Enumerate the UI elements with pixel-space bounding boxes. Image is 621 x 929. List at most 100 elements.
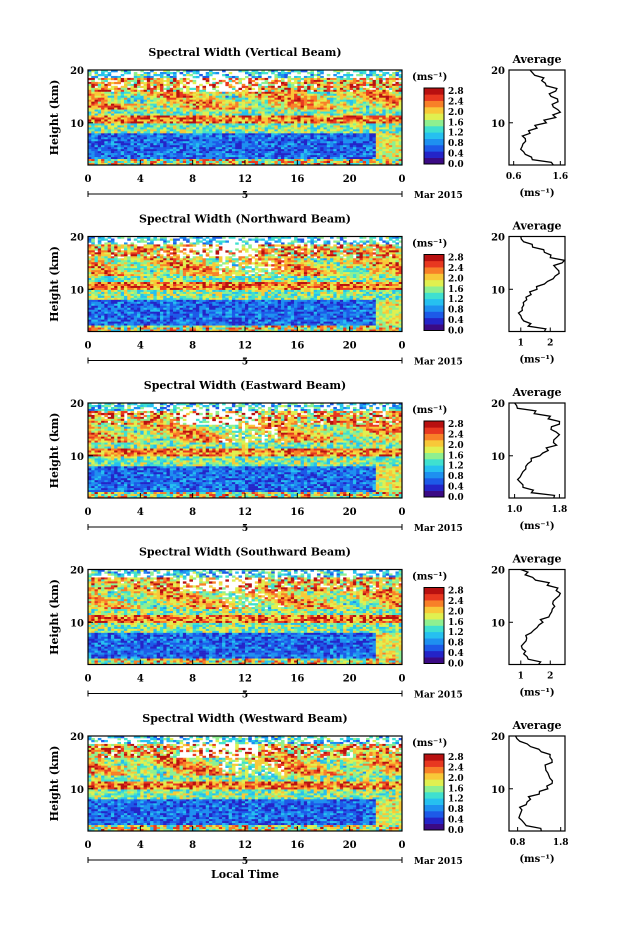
heatmap-cell xyxy=(398,157,403,160)
heatmap-cell xyxy=(267,141,272,144)
heatmap-cell xyxy=(248,87,252,91)
heatmap-cell xyxy=(231,115,236,118)
heatmap-cell xyxy=(140,137,144,140)
heatmap-cell xyxy=(382,123,386,126)
heatmap-cell xyxy=(182,155,187,158)
heatmap-cell xyxy=(287,121,292,124)
heatmap-cell xyxy=(166,135,171,138)
heatmap-cell xyxy=(150,246,154,249)
heatmap-cell xyxy=(372,147,377,150)
heatmap-cell xyxy=(110,107,115,110)
heatmap-cell xyxy=(290,129,295,132)
heatmap-cell xyxy=(388,117,393,120)
heatmap-cell xyxy=(114,163,118,166)
heatmap-cell xyxy=(156,151,161,154)
heatmap-cell xyxy=(192,117,197,120)
heatmap-cell xyxy=(205,131,210,134)
heatmap-cell xyxy=(362,153,367,156)
heatmap-cell xyxy=(209,93,213,97)
heatmap-cell xyxy=(202,161,207,164)
heatmap-cell xyxy=(146,161,151,164)
heatmap-cell xyxy=(173,105,177,108)
heatmap-cell xyxy=(267,127,272,130)
heatmap-cell xyxy=(176,248,180,251)
heatmap-cell xyxy=(114,127,118,130)
heatmap-cell xyxy=(130,77,135,81)
heatmap-cell xyxy=(186,73,190,77)
heatmap-cell xyxy=(195,113,200,116)
heatmap-cell xyxy=(264,163,269,166)
heatmap-cell xyxy=(369,159,373,162)
heatmap-cell xyxy=(372,103,377,106)
heatmap-cell xyxy=(310,111,314,114)
heatmap-cell xyxy=(300,151,305,154)
heatmap-cell xyxy=(186,89,190,93)
heatmap-cell xyxy=(205,91,210,95)
heatmap-cell xyxy=(398,119,403,122)
heatmap-cell xyxy=(320,103,324,106)
heatmap-cell xyxy=(300,99,305,102)
heatmap-cell xyxy=(398,99,403,102)
heatmap-cell xyxy=(169,83,174,87)
heatmap-cell xyxy=(356,89,360,93)
heatmap-cell xyxy=(395,73,400,77)
heatmap-cell xyxy=(330,77,334,81)
heatmap-cell xyxy=(176,101,180,104)
heatmap-cell xyxy=(238,145,243,148)
heatmap-cell xyxy=(349,95,354,99)
heatmap-cell xyxy=(150,153,154,156)
heatmap-cell xyxy=(343,129,347,132)
heatmap-cell xyxy=(258,101,262,104)
heatmap-cell xyxy=(189,73,193,77)
heatmap-cell xyxy=(235,81,239,85)
heatmap-cell xyxy=(326,139,331,142)
heatmap-cell xyxy=(375,248,380,251)
heatmap-cell xyxy=(202,117,207,120)
heatmap-cell xyxy=(222,159,226,162)
heatmap-cell xyxy=(277,139,282,142)
heatmap-cell xyxy=(287,79,292,83)
heatmap-cell xyxy=(127,139,131,142)
heatmap-cell xyxy=(235,242,239,245)
heatmap-cell xyxy=(156,127,161,130)
heatmap-cell xyxy=(186,99,190,102)
heatmap-cell xyxy=(320,252,324,255)
heatmap-cell xyxy=(169,129,174,132)
heatmap-cell xyxy=(349,103,354,106)
heatmap-cell xyxy=(280,95,285,99)
heatmap-cell xyxy=(212,137,216,140)
heatmap-cell xyxy=(199,143,203,146)
heatmap-cell xyxy=(123,252,128,255)
heatmap-cell xyxy=(166,161,171,164)
heatmap-cell xyxy=(192,127,197,130)
heatmap-cell xyxy=(287,149,292,152)
heatmap-cell xyxy=(375,244,380,247)
heatmap-cell xyxy=(195,238,200,241)
heatmap-cell xyxy=(117,163,122,166)
heatmap-cell xyxy=(166,85,171,89)
heatmap-cell xyxy=(182,145,187,148)
heatmap-cell xyxy=(94,127,99,130)
heatmap-cell xyxy=(212,147,216,150)
heatmap-cell xyxy=(91,159,95,162)
heatmap-cell xyxy=(336,131,341,134)
heatmap-cell xyxy=(326,143,331,146)
heatmap-cell xyxy=(248,133,252,136)
heatmap-cell xyxy=(107,123,112,126)
heatmap-cell xyxy=(392,123,396,126)
heatmap-cell xyxy=(173,95,177,99)
heatmap-cell xyxy=(153,79,157,83)
heatmap-cell xyxy=(156,244,161,247)
heatmap-cell xyxy=(320,107,324,110)
heatmap-cell xyxy=(362,157,367,160)
heatmap-cell xyxy=(313,125,318,128)
heatmap-cell xyxy=(330,153,334,156)
heatmap-cell xyxy=(182,238,187,241)
heatmap-cell xyxy=(245,70,249,73)
heatmap-cell xyxy=(366,133,370,136)
heatmap-cell xyxy=(189,163,193,166)
heatmap-cell xyxy=(346,71,350,75)
heatmap-cell xyxy=(333,70,337,73)
heatmap-cell xyxy=(336,149,341,152)
heatmap-cell xyxy=(143,143,148,146)
